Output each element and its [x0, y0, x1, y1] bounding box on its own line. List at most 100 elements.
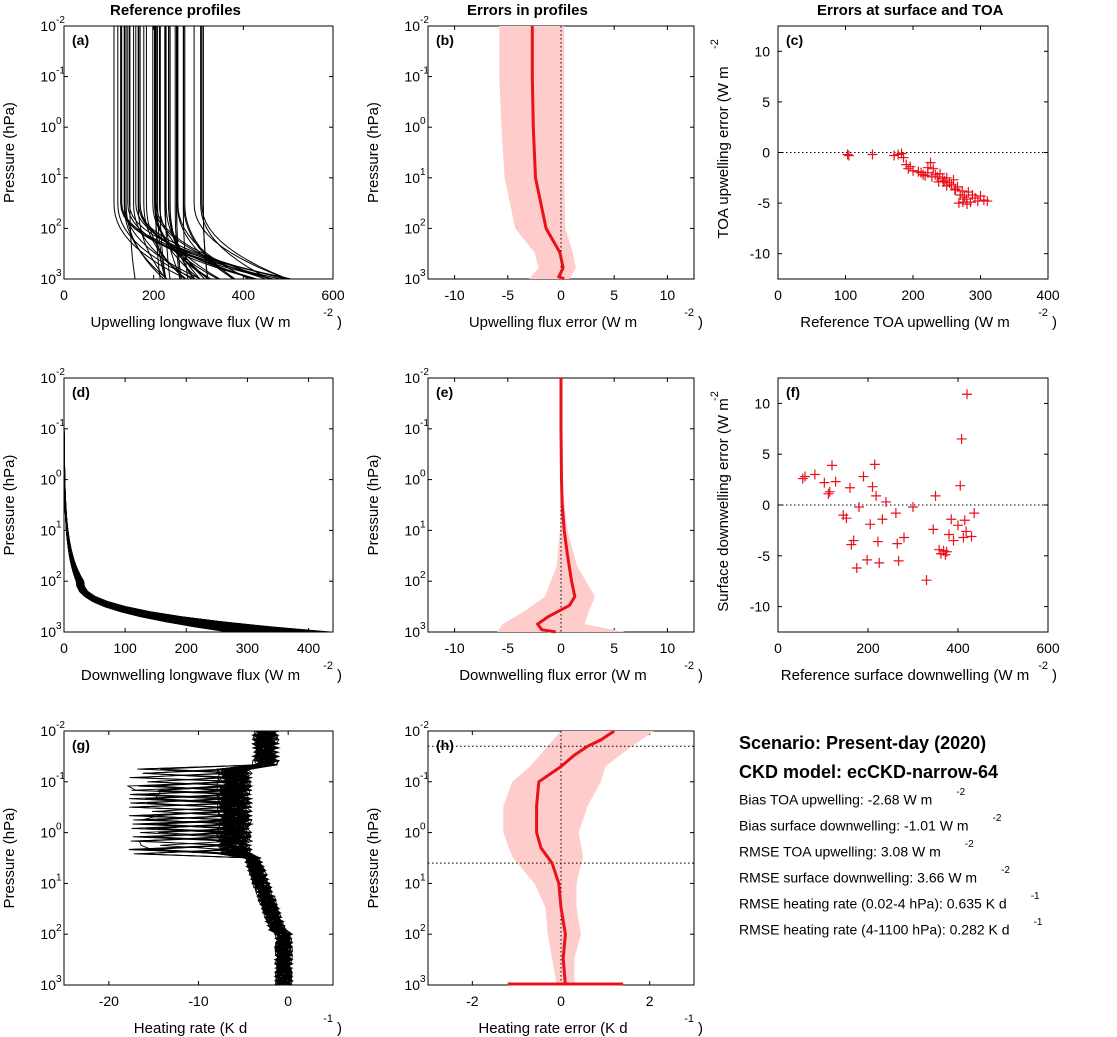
x-axis-label-close-h: ) — [698, 1020, 703, 1037]
x-tick-label-d: 100 — [113, 640, 137, 656]
x-axis-label-exponent-b: -2 — [684, 307, 694, 319]
error-spread-h — [503, 731, 655, 985]
x-axis-label-close-d: ) — [337, 667, 342, 684]
profile-line — [128, 730, 293, 986]
y-tick-exponent-g: -2 — [56, 720, 65, 731]
x-tick-label-b: 5 — [610, 287, 618, 303]
profile-line — [127, 26, 256, 280]
scatter-point — [862, 554, 873, 565]
panel-label-a: (a) — [72, 32, 89, 48]
y-tick-label-f: 0 — [762, 497, 770, 513]
y-tick-exponent-b: 1 — [420, 167, 426, 178]
scatter-point — [843, 150, 854, 161]
y-tick-exponent-h: -1 — [420, 771, 429, 782]
y-tick-label-a: 10 — [40, 119, 56, 135]
y-tick-label-h: 10 — [404, 774, 420, 790]
profile-line — [63, 378, 300, 633]
x-tick-label-d: 0 — [60, 640, 68, 656]
profile-line — [131, 730, 291, 986]
stat-line: Bias surface downwelling: -1.01 W m -2 — [739, 813, 1002, 834]
x-tick-label-f: 400 — [946, 640, 970, 656]
scatter-point — [896, 148, 907, 159]
x-axis-label-f: Reference surface downwelling (W m — [781, 667, 1029, 684]
profile-line — [63, 378, 326, 633]
profile-line — [63, 378, 263, 633]
y-tick-label-g: 10 — [40, 723, 56, 739]
scatter-point — [950, 183, 961, 194]
error-spread-b — [499, 26, 576, 279]
y-axis-label-c: TOA upwelling error (W m — [715, 66, 732, 238]
profile-line — [177, 26, 250, 280]
y-tick-exponent-g: 1 — [56, 872, 62, 883]
profile-line — [176, 26, 182, 280]
profile-line — [132, 730, 291, 986]
scatter-point — [953, 198, 964, 209]
stat-line: RMSE heating rate (4-1100 hPa): 0.282 K … — [739, 917, 1043, 938]
x-tick-label-e: 0 — [557, 640, 565, 656]
column-title-3: Errors at surface and TOA — [817, 2, 1004, 19]
mean-error-line-b — [530, 26, 565, 281]
y-axis-label-d: Pressure (hPa) — [1, 455, 18, 556]
x-tick-label-d: 200 — [175, 640, 199, 656]
profile-line — [63, 378, 304, 633]
scatter-point — [926, 171, 937, 182]
profile-line — [218, 730, 294, 986]
panel-label-g: (g) — [72, 737, 90, 753]
profile-line — [142, 730, 291, 986]
y-tick-label-f: 5 — [762, 446, 770, 462]
profile-line — [124, 26, 201, 280]
scatter-point — [938, 176, 949, 187]
y-axis-label-b: Pressure (hPa) — [365, 102, 382, 203]
y-tick-label-b: 10 — [404, 271, 420, 287]
y-axis-label-g: Pressure (hPa) — [1, 808, 18, 909]
y-tick-exponent-h: 2 — [420, 923, 426, 934]
scatter-point — [830, 476, 841, 487]
profile-line — [183, 26, 234, 280]
profile-line — [133, 730, 292, 986]
x-tick-label-h: 0 — [557, 993, 565, 1009]
profile-line — [152, 26, 219, 280]
y-tick-label-a: 10 — [40, 69, 56, 85]
scatter-point — [940, 549, 951, 560]
profile-line — [63, 378, 321, 633]
scatter-point — [953, 520, 963, 531]
panel-label-e: (e) — [436, 384, 453, 400]
y-axis-label-e: Pressure (hPa) — [365, 455, 382, 556]
profile-lines-g — [126, 730, 295, 986]
scatter-point — [972, 196, 983, 207]
scatter-point — [881, 496, 891, 507]
y-tick-label-b: 10 — [404, 220, 420, 236]
y-tick-exponent-b: -2 — [420, 15, 429, 26]
profile-line — [63, 378, 310, 633]
profile-line — [134, 730, 292, 986]
scatter-point — [925, 157, 936, 168]
y-tick-label-f: -5 — [758, 548, 771, 564]
y-tick-label-g: 10 — [40, 977, 56, 993]
profile-line — [63, 378, 267, 633]
x-axis-label-close-b: ) — [698, 314, 703, 331]
scatter-point — [955, 190, 966, 201]
scatter-point — [867, 481, 878, 492]
y-tick-label-g: 10 — [40, 774, 56, 790]
scatter-point — [827, 460, 837, 471]
profile-line — [63, 378, 272, 633]
profile-line — [130, 730, 294, 986]
profile-line — [128, 730, 288, 986]
scatter-point — [877, 514, 888, 525]
profile-line — [63, 378, 235, 633]
profile-line — [63, 378, 296, 633]
y-tick-exponent-a: 1 — [56, 167, 62, 178]
profile-line — [121, 26, 292, 280]
x-tick-label-c: 400 — [1036, 287, 1060, 303]
x-axis-label-b: Upwelling flux error (W m — [469, 314, 637, 331]
y-tick-label-b: 10 — [404, 119, 420, 135]
profile-line — [155, 26, 272, 280]
profile-line — [120, 26, 281, 280]
x-tick-label-g: -10 — [188, 993, 208, 1009]
y-tick-exponent-d: -1 — [56, 418, 65, 429]
y-tick-label-d: 10 — [40, 421, 56, 437]
profile-line — [125, 26, 165, 280]
panel-label-d: (d) — [72, 384, 90, 400]
x-axis-label-e: Downwelling flux error (W m — [459, 667, 647, 684]
scatter-point — [961, 526, 972, 537]
